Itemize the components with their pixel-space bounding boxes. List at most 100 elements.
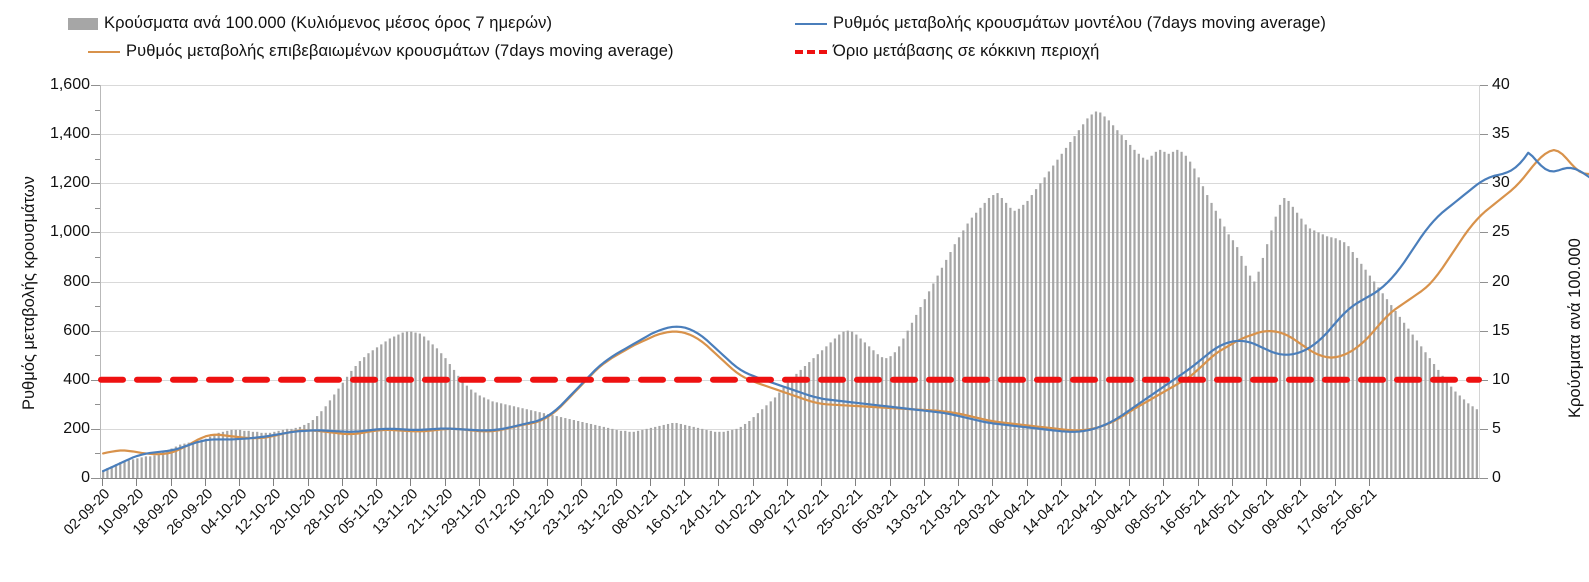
bar [927, 291, 931, 478]
bar [1398, 316, 1401, 478]
y-axis-left-minor-tick-mark [95, 306, 100, 308]
bar [1381, 293, 1384, 478]
bar [1257, 271, 1260, 478]
bar [551, 415, 554, 478]
bar [1270, 230, 1273, 478]
bar [470, 389, 473, 478]
bar [1441, 375, 1444, 478]
bar [114, 464, 118, 478]
y-axis-left-tick-label: 1,000 [49, 223, 90, 241]
bar [1022, 204, 1025, 479]
grid-line [101, 232, 1479, 234]
bar [1052, 165, 1055, 478]
bar [217, 432, 220, 478]
bar [1218, 218, 1222, 478]
bar [290, 428, 293, 479]
bar [1287, 200, 1290, 478]
y-axis-left-tick-label: 1,200 [49, 174, 90, 192]
x-axis-tick-mark [273, 479, 275, 486]
plot-area [98, 85, 1589, 479]
y-axis-left-minor-tick-mark [95, 453, 100, 455]
y-axis-left-tick-mark [91, 330, 100, 332]
bar [401, 332, 404, 478]
bar [1026, 200, 1029, 478]
legend-item-red-zone-threshold[interactable]: Όριο μετάβασης σε κόκκινη περιοχή [795, 42, 1099, 61]
bar [1167, 153, 1170, 478]
bar [474, 392, 477, 478]
bar [996, 193, 999, 478]
legend-label-confirmed-rate: Ρυθμός μεταβολής επιβεβαιωμένων κρουσμάτ… [126, 42, 674, 60]
bar [174, 446, 178, 478]
bar [632, 431, 635, 478]
legend-item-cases-per-100000[interactable]: Κρούσματα ανά 100.000 (Κυλιόμενος μέσος … [68, 14, 552, 33]
bar [859, 338, 862, 478]
x-axis-tick-mark [239, 479, 241, 486]
bar [1313, 230, 1316, 478]
bar [949, 252, 952, 478]
bar [846, 330, 849, 479]
x-axis-tick-mark [376, 479, 378, 486]
bar [149, 456, 152, 478]
bar [868, 346, 871, 478]
bar [273, 431, 276, 478]
bar [243, 430, 246, 478]
x-axis-tick-mark [923, 479, 925, 486]
bar [743, 423, 747, 478]
bar [1013, 210, 1016, 478]
y-axis-right-tick-mark [1479, 478, 1488, 479]
bar [1385, 299, 1389, 478]
bar [915, 314, 918, 478]
bar [1424, 352, 1427, 478]
confirmed-rate-line [102, 148, 1589, 456]
bar [144, 456, 148, 478]
bar [1159, 149, 1162, 478]
bar [1227, 234, 1230, 478]
bar [196, 440, 199, 478]
bar [791, 377, 794, 478]
bar [1283, 197, 1286, 478]
y-axis-right-tick-mark [1479, 232, 1488, 234]
x-axis-tick-mark [102, 479, 104, 486]
bar [517, 407, 520, 478]
bar [1300, 218, 1303, 478]
x-axis-tick-mark [1060, 479, 1062, 486]
bar [709, 430, 712, 478]
bar [388, 338, 391, 478]
bar [1099, 112, 1102, 478]
bar [1308, 228, 1312, 478]
bar [795, 373, 798, 478]
line-series-layer [98, 148, 1589, 473]
bar [213, 434, 216, 478]
legend-item-confirmed-rate[interactable]: Ρυθμός μεταβολής επιβεβαιωμένων κρουσμάτ… [88, 42, 674, 61]
bar [260, 432, 263, 478]
bar [153, 455, 156, 478]
x-axis-tick-mark [478, 479, 480, 486]
bar [983, 202, 986, 478]
bar [726, 430, 730, 478]
bar [624, 430, 627, 478]
bar [268, 432, 272, 478]
bar [1030, 195, 1033, 478]
y-axis-right-tick-label: 25 [1492, 223, 1510, 241]
bar [611, 428, 614, 479]
bar [876, 354, 879, 478]
legend-label-model-rate: Ρυθμός μεταβολής κρουσμάτων μοντέλου (7d… [833, 14, 1326, 32]
bar [1445, 381, 1449, 478]
bar [328, 400, 332, 478]
y-axis-left-tick-label: 400 [63, 370, 90, 388]
bar [457, 375, 460, 478]
bar [307, 422, 310, 478]
bar [602, 426, 605, 478]
bar [675, 422, 678, 478]
bar [572, 420, 575, 478]
bar [880, 357, 884, 478]
bar [1060, 153, 1063, 478]
bar [294, 427, 297, 478]
bar [1407, 328, 1410, 478]
bar [718, 431, 721, 478]
x-axis-tick-mark [444, 479, 446, 486]
bar [987, 197, 991, 478]
bar [1411, 334, 1414, 478]
bar [311, 420, 314, 478]
legend-item-model-rate[interactable]: Ρυθμός μεταβολής κρουσμάτων μοντέλου (7d… [795, 14, 1326, 33]
